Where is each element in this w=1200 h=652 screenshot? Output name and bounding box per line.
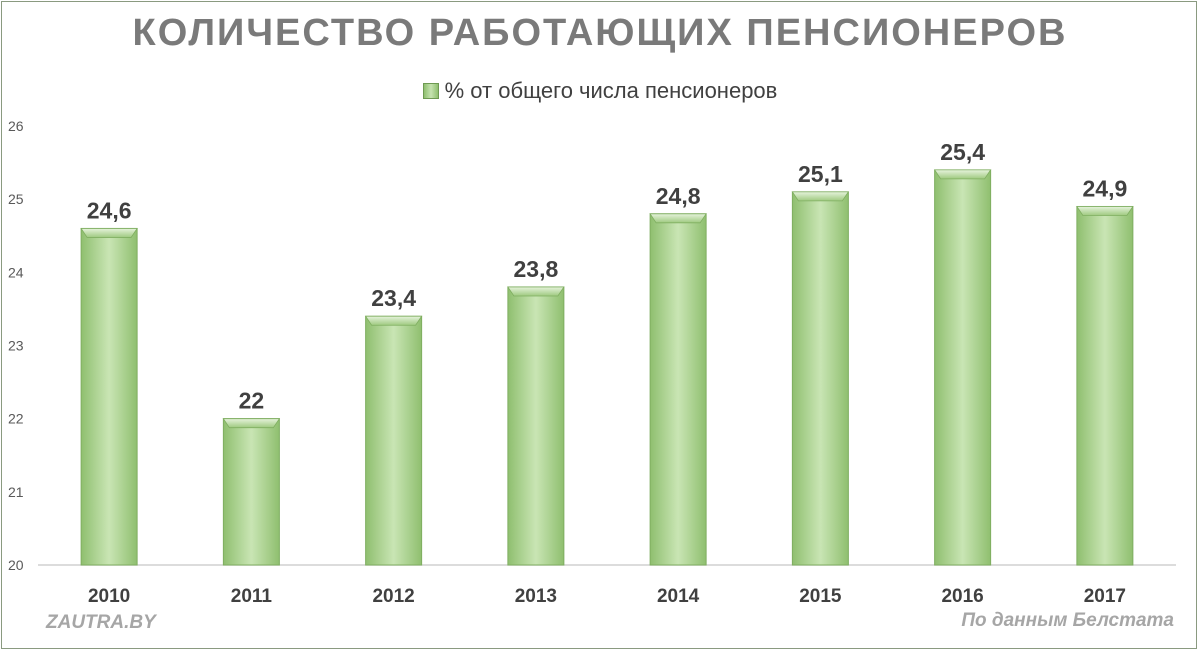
bar [649, 213, 707, 566]
y-tick-label: 22 [8, 411, 24, 427]
data-label: 24,6 [87, 197, 132, 223]
bar-cap [364, 315, 423, 326]
bar-cap [222, 418, 281, 429]
x-tick-label: 2017 [1084, 586, 1126, 607]
x-tick-label: 2016 [941, 586, 983, 607]
data-label: 22 [239, 388, 265, 414]
x-tick-label: 2015 [799, 586, 842, 607]
x-tick-label: 2010 [88, 586, 130, 607]
legend-label: % от общего числа пенсионеров [444, 78, 778, 103]
data-label: 23,8 [513, 256, 558, 282]
x-tick-label: 2013 [515, 586, 557, 607]
data-label: 24,9 [1082, 175, 1127, 201]
legend-swatch [422, 83, 439, 99]
bar [791, 191, 849, 566]
chart-title: КОЛИЧЕСТВО РАБОТАЮЩИХ ПЕНСИОНЕРОВ [132, 12, 1068, 54]
y-tick-label: 26 [8, 118, 24, 134]
bar [365, 315, 423, 566]
data-label: 24,8 [656, 183, 701, 209]
bar [934, 169, 992, 566]
data-label: 25,4 [940, 139, 985, 165]
x-tick-label: 2012 [372, 586, 414, 607]
bar [1076, 205, 1134, 566]
bar-cap [649, 213, 707, 224]
bar [222, 418, 280, 566]
source-note: По данным Белстата [961, 610, 1174, 631]
y-tick-label: 24 [8, 264, 24, 280]
x-tick-label: 2011 [231, 586, 273, 607]
bar-cap [791, 191, 850, 202]
x-tick-label: 2014 [657, 586, 700, 607]
data-label: 23,4 [371, 285, 416, 311]
y-tick-label: 20 [8, 557, 24, 573]
bar-cap [933, 169, 992, 180]
bar-cap [80, 228, 138, 238]
y-tick-label: 25 [8, 191, 24, 207]
bar-cap [507, 286, 565, 297]
site-credit: ZAUTRA.BY [46, 612, 156, 633]
y-tick-label: 21 [8, 484, 24, 500]
y-tick-label: 23 [8, 338, 24, 354]
chart-legend: % от общего числа пенсионеров [0, 78, 1200, 104]
bar [507, 286, 565, 566]
data-label: 25,1 [798, 161, 843, 187]
bar [80, 227, 138, 566]
bar-cap [1076, 206, 1134, 216]
